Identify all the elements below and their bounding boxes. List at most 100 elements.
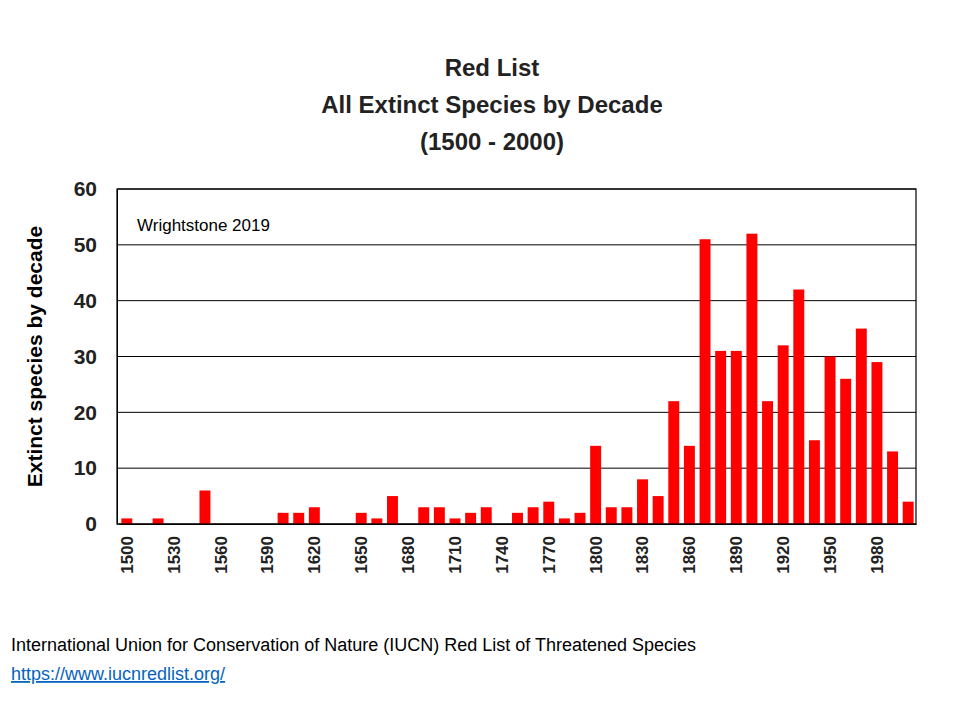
y-axis: 0 10 20 30 40 50 60: [74, 177, 118, 535]
x-tick: 1890: [727, 524, 746, 574]
y-tick: 30: [74, 345, 117, 368]
y-axis-label: Extinct species by decade: [23, 226, 46, 487]
bar: [309, 507, 320, 524]
x-tick: 1530: [165, 524, 184, 574]
bar: [356, 513, 367, 524]
bar: [153, 518, 164, 524]
bar: [668, 401, 679, 524]
x-tick-label: 1980: [868, 536, 887, 574]
x-tick-label: 1860: [680, 536, 699, 574]
bar: [856, 329, 867, 524]
bar: [512, 513, 523, 524]
x-tick-label: 1770: [540, 536, 559, 574]
bar: [809, 440, 820, 524]
y-tick: 20: [74, 401, 117, 424]
x-tick-label: 1830: [633, 536, 652, 574]
title: (1500 - 2000): [420, 128, 564, 155]
x-tick-label: 1920: [774, 536, 793, 574]
y-tick: 10: [74, 456, 117, 479]
y-tick-label: 60: [74, 177, 97, 200]
bar: [653, 496, 664, 524]
bar: [590, 446, 601, 524]
bar: [684, 446, 695, 524]
y-axis-line: [117, 190, 118, 525]
x-tick: 1740: [493, 524, 512, 574]
bar: [825, 357, 836, 525]
x-axis-line: [120, 524, 917, 525]
grid: [117, 189, 916, 524]
annotation: Wrightstone 2019: [137, 216, 270, 235]
x-tick: 1650: [352, 524, 371, 574]
x-tick-label: 1710: [446, 536, 465, 574]
bar: [434, 507, 445, 524]
x-tick-label: 1740: [493, 536, 512, 574]
bar: [731, 351, 742, 524]
bars: [121, 234, 913, 524]
x-tick-label: 1800: [587, 536, 606, 574]
bar: [293, 513, 304, 524]
bar: [762, 401, 773, 524]
y-tick: 60: [74, 177, 117, 200]
bar: [543, 502, 554, 524]
bar: [575, 513, 586, 524]
bar: [528, 507, 539, 524]
x-tick: 1500: [118, 524, 137, 574]
x-tick: 1830: [633, 524, 652, 574]
bar: [418, 507, 429, 524]
y-tick: 40: [74, 289, 117, 312]
x-axis: 1500 1530 1560 1590 1620 1650 1680 1710 1740 1770…: [118, 524, 917, 574]
title: Red List: [445, 54, 540, 81]
x-tick: 1590: [258, 524, 277, 574]
grid-line: [117, 244, 916, 245]
y-tick-label: 30: [74, 345, 97, 368]
x-tick: 1620: [305, 524, 324, 574]
x-tick-label: 1620: [305, 536, 324, 574]
bar: [903, 502, 914, 524]
x-tick-label: 1950: [821, 536, 840, 574]
bar: [778, 345, 789, 524]
y-tick-label: 20: [74, 401, 97, 424]
x-tick-label: 1500: [118, 536, 137, 574]
plot-frame: [117, 189, 916, 524]
x-tick-label: 1560: [212, 536, 231, 574]
y-tick-label: 40: [74, 289, 97, 312]
chart: Red List All Extinct Species by Decade (15…: [0, 0, 960, 720]
x-tick: 1800: [587, 524, 606, 574]
bar: [871, 362, 882, 524]
title: All Extinct Species by Decade: [321, 91, 662, 118]
bar: [450, 518, 461, 524]
bar: [465, 513, 476, 524]
bar: [481, 507, 492, 524]
x-tick-label: 1650: [352, 536, 371, 574]
bar: [371, 518, 382, 524]
y-tick-label: 0: [85, 512, 97, 535]
bar: [840, 379, 851, 524]
x-tick-label: 1590: [258, 536, 277, 574]
x-tick-label: 1890: [727, 536, 746, 574]
bar: [278, 513, 289, 524]
bar: [121, 518, 132, 524]
x-tick-label: 1530: [165, 536, 184, 574]
bar: [793, 290, 804, 525]
bar: [887, 451, 898, 524]
bar: [746, 234, 757, 524]
bar: [387, 496, 398, 524]
y-tick: 0: [85, 512, 117, 535]
x-tick: 1560: [212, 524, 231, 574]
y-tick-label: 10: [74, 456, 97, 479]
y-tick: 50: [74, 233, 117, 256]
x-tick: 1770: [540, 524, 559, 574]
bar: [606, 507, 617, 524]
source-url: https://www.iucnredlist.org/: [11, 664, 225, 684]
x-tick-label: 1680: [399, 536, 418, 574]
x-tick: 1860: [680, 524, 699, 574]
source: International Union for Conservation of …: [11, 635, 696, 655]
x-tick: 1980: [868, 524, 887, 574]
x-tick: 1680: [399, 524, 418, 574]
x-tick: 1710: [446, 524, 465, 574]
x-tick: 1950: [821, 524, 840, 574]
x-tick: 1920: [774, 524, 793, 574]
bar: [637, 479, 648, 524]
bar: [700, 239, 711, 524]
bar: [621, 507, 632, 524]
